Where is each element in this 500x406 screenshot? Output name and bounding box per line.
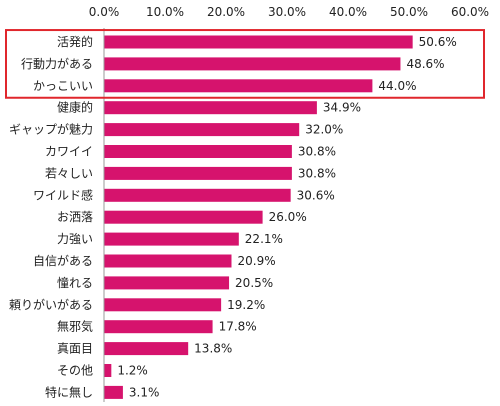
bar: [104, 57, 401, 71]
x-tick-label: 60.0%: [451, 5, 489, 19]
category-label: ワイルド感: [33, 187, 93, 202]
x-tick-label: 0.0%: [89, 5, 120, 19]
value-label: 13.8%: [194, 342, 232, 356]
category-label: ギャップが魅力: [9, 122, 93, 137]
value-label: 32.0%: [305, 123, 343, 137]
x-tick-label: 40.0%: [329, 5, 367, 19]
value-label: 48.6%: [406, 57, 444, 71]
category-label: 行動力がある: [21, 56, 93, 71]
highlight-box: [5, 29, 485, 99]
category-label: カワイイ: [45, 145, 93, 159]
value-label: 20.5%: [235, 276, 273, 290]
x-tick-label: 30.0%: [268, 5, 306, 19]
bar: [104, 276, 230, 290]
bar: [104, 101, 317, 115]
bar: [104, 35, 413, 49]
value-label: 34.9%: [323, 101, 361, 115]
value-label: 20.9%: [237, 254, 275, 268]
category-label: 自信がある: [33, 253, 93, 268]
value-label: 44.0%: [378, 79, 416, 93]
value-label: 19.2%: [227, 298, 265, 312]
bar: [104, 320, 213, 334]
bar: [104, 166, 292, 180]
x-tick-label: 10.0%: [146, 5, 184, 19]
category-label: 健康的: [57, 100, 93, 115]
category-label: 特に無し: [45, 384, 93, 399]
bar: [104, 342, 189, 356]
value-label: 22.1%: [245, 232, 283, 246]
category-label: 若々しい: [45, 166, 93, 180]
category-labels: 活発的行動力があるかっこいい健康的ギャップが魅力カワイイ若々しいワイルド感お洒落…: [9, 34, 93, 399]
category-label: 活発的: [57, 34, 93, 49]
bar: [104, 79, 373, 93]
bar: [104, 188, 291, 202]
bars: [104, 35, 413, 399]
bar: [104, 145, 292, 158]
x-tick-label: 50.0%: [390, 5, 428, 19]
bar: [104, 385, 123, 399]
value-label: 1.2%: [117, 364, 148, 378]
value-labels: 50.6% 48.6% 44.0% 34.9% 32.0% 30.8% 30.8% 30.6%…: [117, 35, 456, 399]
value-label: 50.6%: [419, 35, 457, 49]
value-label: 30.8%: [298, 145, 336, 159]
category-label: 頼りがいがある: [9, 297, 93, 312]
value-label: 30.8%: [298, 166, 336, 180]
bar: [104, 364, 112, 377]
category-label: その他: [57, 364, 93, 378]
category-label: 力強い: [57, 232, 93, 246]
value-label: 30.6%: [297, 188, 335, 202]
category-label: お洒落: [57, 210, 93, 224]
category-label: かっこいい: [33, 79, 93, 93]
bar: [104, 298, 222, 312]
category-label: 憧れる: [57, 275, 93, 290]
x-axis-ticks: 0.0% 10.0% 20.0% 30.0% 40.0% 50.0% 60.0%: [89, 5, 489, 19]
value-label: 3.1%: [129, 385, 160, 399]
bar: [104, 210, 263, 224]
x-tick-label: 20.0%: [207, 5, 245, 19]
bar: [104, 254, 232, 268]
bar: [104, 232, 239, 246]
value-label: 26.0%: [269, 210, 307, 224]
bar: [104, 123, 300, 137]
category-label: 真面目: [57, 342, 93, 356]
category-label: 無邪気: [57, 319, 93, 334]
value-label: 17.8%: [219, 320, 257, 334]
